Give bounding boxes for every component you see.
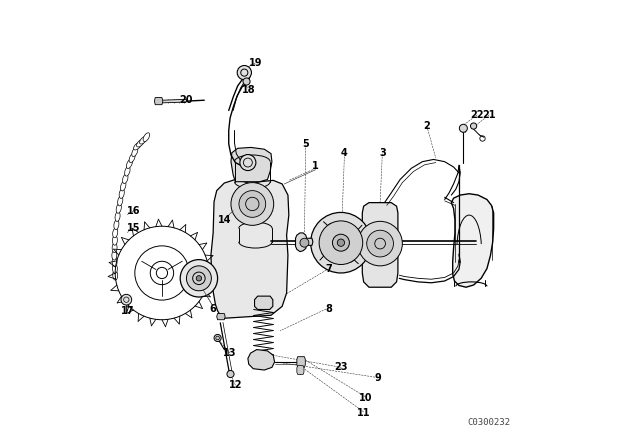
Circle shape <box>337 239 344 246</box>
Polygon shape <box>211 180 289 319</box>
Text: 4: 4 <box>341 148 348 158</box>
Text: 9: 9 <box>374 373 381 383</box>
Polygon shape <box>297 357 305 367</box>
Ellipse shape <box>140 136 147 144</box>
Ellipse shape <box>119 189 124 198</box>
Circle shape <box>186 266 211 291</box>
Text: 2: 2 <box>424 121 430 131</box>
Text: 14: 14 <box>218 215 231 224</box>
Text: 20: 20 <box>180 95 193 105</box>
Circle shape <box>180 260 218 297</box>
Circle shape <box>460 124 467 132</box>
Ellipse shape <box>125 167 130 176</box>
Text: 17: 17 <box>121 306 134 316</box>
Text: 1: 1 <box>312 161 319 171</box>
Circle shape <box>196 276 202 281</box>
Text: C0300232: C0300232 <box>468 418 511 426</box>
Text: 7: 7 <box>326 263 332 274</box>
Ellipse shape <box>114 220 119 230</box>
Ellipse shape <box>115 212 120 221</box>
Text: 19: 19 <box>249 58 262 68</box>
Ellipse shape <box>118 196 123 206</box>
Polygon shape <box>248 349 275 370</box>
Polygon shape <box>154 98 163 105</box>
Circle shape <box>358 221 403 266</box>
Polygon shape <box>297 366 304 375</box>
Ellipse shape <box>113 236 117 245</box>
Ellipse shape <box>112 257 117 267</box>
Ellipse shape <box>113 228 118 238</box>
Ellipse shape <box>120 181 126 191</box>
Text: 5: 5 <box>302 139 309 149</box>
Text: 18: 18 <box>242 86 255 95</box>
Ellipse shape <box>127 159 132 168</box>
Circle shape <box>239 190 266 217</box>
Text: 16: 16 <box>127 206 141 215</box>
Ellipse shape <box>112 250 116 260</box>
Text: 11: 11 <box>357 408 371 418</box>
Polygon shape <box>217 314 225 320</box>
Circle shape <box>214 334 221 341</box>
Text: 6: 6 <box>209 304 216 314</box>
Ellipse shape <box>116 203 122 213</box>
Ellipse shape <box>134 142 141 150</box>
Ellipse shape <box>143 133 150 142</box>
Ellipse shape <box>132 147 138 157</box>
Circle shape <box>231 183 274 225</box>
Text: 3: 3 <box>379 148 386 158</box>
Text: 12: 12 <box>228 380 242 390</box>
Polygon shape <box>255 296 273 310</box>
Circle shape <box>367 230 394 257</box>
Ellipse shape <box>136 139 144 147</box>
Circle shape <box>332 234 349 251</box>
Circle shape <box>319 221 363 264</box>
Polygon shape <box>451 194 493 287</box>
Ellipse shape <box>113 270 118 280</box>
Polygon shape <box>296 233 313 252</box>
Circle shape <box>237 65 252 80</box>
Ellipse shape <box>113 263 117 273</box>
Text: 15: 15 <box>127 224 141 233</box>
Text: 21: 21 <box>483 110 496 120</box>
Text: 10: 10 <box>358 392 372 403</box>
Circle shape <box>240 155 256 171</box>
Text: 23: 23 <box>335 362 348 372</box>
Circle shape <box>121 294 132 305</box>
Text: 22: 22 <box>470 110 484 120</box>
Text: 8: 8 <box>326 304 332 314</box>
Circle shape <box>300 238 309 247</box>
Circle shape <box>470 123 477 129</box>
Polygon shape <box>362 202 398 287</box>
Polygon shape <box>161 99 186 103</box>
Circle shape <box>310 212 371 273</box>
Ellipse shape <box>123 174 128 184</box>
Ellipse shape <box>112 243 117 253</box>
Circle shape <box>227 370 234 378</box>
Polygon shape <box>231 147 272 182</box>
Circle shape <box>243 78 250 85</box>
Ellipse shape <box>129 153 135 163</box>
Text: 13: 13 <box>223 348 237 358</box>
